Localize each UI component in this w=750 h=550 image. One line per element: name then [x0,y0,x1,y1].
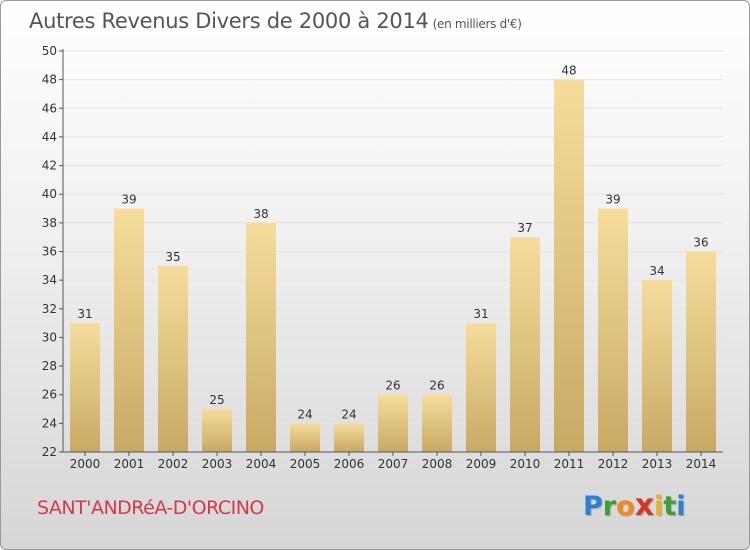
bar-2004 [246,222,276,452]
chart-subtitle: (en milliers d'€) [432,17,522,31]
logo-letter: o [616,491,635,522]
x-tick-label: 2006 [334,457,365,471]
y-tick-label: 38 [42,216,57,230]
x-tick-label: 2003 [202,457,233,471]
data-label: 31 [77,307,92,321]
y-tick-label: 32 [42,302,57,316]
x-tick-label: 2005 [290,457,321,471]
bar-2008 [422,394,452,452]
y-tick-label: 26 [42,388,57,402]
x-tick-label: 2007 [378,457,409,471]
y-tick-label: 28 [42,359,57,373]
bar-2012 [598,208,628,452]
y-tick-label: 24 [42,416,57,430]
y-tick-label: 50 [42,44,57,58]
x-tick-label: 2013 [642,457,673,471]
logo-letter: i [676,491,686,522]
y-tick-label: 42 [42,159,57,173]
x-tick-label: 2004 [246,457,277,471]
data-label: 25 [209,393,224,407]
bar-2010 [510,237,540,452]
y-tick-label: 46 [42,101,57,115]
commune-name: SANT'ANDRéA-D'ORCINO [37,497,264,519]
logo-letter: r [602,491,617,522]
bar-2002 [158,265,188,452]
bar-2003 [202,409,232,452]
data-label: 26 [429,379,444,393]
data-label: 38 [253,207,268,221]
y-tick-label: 44 [42,130,57,144]
chart-title-text: Autres Revenus Divers de 2000 à 2014 [29,9,429,33]
chart-title: Autres Revenus Divers de 2000 à 2014 (en … [29,9,522,33]
bars [70,79,716,453]
data-label: 37 [517,221,532,235]
bar-2000 [70,323,100,452]
bar-2014 [686,251,716,452]
data-label: 35 [165,250,180,264]
x-tick-label: 2000 [70,457,101,471]
x-tick-label: 2014 [686,457,717,471]
axes: 22 24 26 28 30 32 34 36 38 40 42 44 46 48 50 2000 2001 20… [42,44,723,471]
logo-letter: i [654,491,664,522]
data-label: 39 [605,193,620,207]
data-label: 24 [341,407,356,421]
bar-2009 [466,323,496,452]
x-tick-label: 2010 [510,457,541,471]
x-tick-label: 2009 [466,457,497,471]
x-tick-label: 2012 [598,457,629,471]
y-tick-label: 36 [42,245,57,259]
data-label: 48 [561,64,576,78]
data-label: 39 [121,193,136,207]
bar-2001 [114,208,144,452]
logo-letter: x [634,488,655,523]
bar-2005 [290,423,320,452]
y-tick-label: 34 [42,273,57,287]
data-label: 31 [473,307,488,321]
data-label: 36 [693,236,708,250]
y-tick-label: 40 [42,187,57,201]
data-label: 26 [385,379,400,393]
y-tick-label: 22 [42,445,57,459]
data-labels: 31 39 35 25 38 24 24 26 26 31 37 48 39 34 36 [77,64,708,422]
proxiti-logo[interactable]: Proxiti [583,488,686,523]
bar-2006 [334,423,364,452]
x-tick-label: 2011 [554,457,585,471]
bar-2013 [642,280,672,452]
y-tick-label: 48 [42,73,57,87]
data-label: 24 [297,407,312,421]
bar-2011 [554,79,584,453]
logo-letter: t [663,491,677,522]
data-label: 34 [649,264,664,278]
x-tick-label: 2002 [158,457,189,471]
x-tick-label: 2001 [114,457,145,471]
logo-letter: P [583,491,603,522]
x-tick-label: 2008 [422,457,453,471]
y-tick-label: 30 [42,330,57,344]
bar-2007 [378,394,408,452]
